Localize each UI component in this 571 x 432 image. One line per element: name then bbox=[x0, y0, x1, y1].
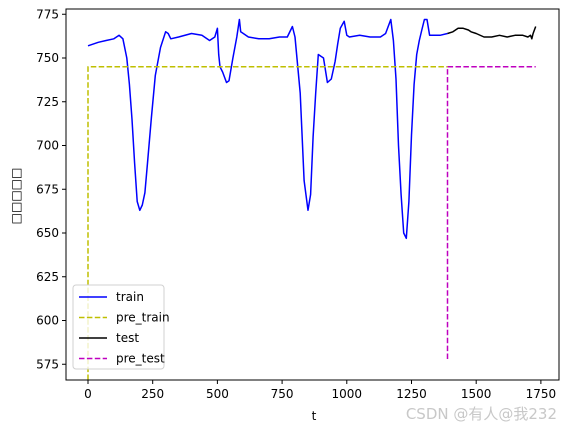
y-tick-label: 675 bbox=[36, 182, 59, 196]
legend-label-pre-train: pre_train bbox=[116, 311, 170, 325]
y-tick-label: 750 bbox=[36, 51, 59, 65]
series-line-test bbox=[447, 26, 537, 40]
x-tick-label: 250 bbox=[141, 387, 164, 401]
y-tick-label: 775 bbox=[36, 7, 59, 21]
legend-label-train: train bbox=[116, 290, 144, 304]
y-axis-label: □□□□□ bbox=[9, 168, 23, 225]
legend-label-test: test bbox=[116, 331, 139, 345]
y-tick-label: 600 bbox=[36, 314, 59, 328]
x-tick-label: 1750 bbox=[526, 387, 557, 401]
x-tick-label: 1250 bbox=[396, 387, 427, 401]
axes-layer: 0 250 500 750 1000 1250 1500 1750 575 600 625 650 67… bbox=[36, 7, 560, 401]
y-tick-label: 700 bbox=[36, 139, 59, 153]
plot-frame bbox=[65, 8, 560, 381]
y-tick-label: 650 bbox=[36, 226, 59, 240]
x-tick-label: 750 bbox=[271, 387, 294, 401]
x-tick-label: 1000 bbox=[332, 387, 363, 401]
legend-box bbox=[72, 284, 165, 370]
x-tick-label: 500 bbox=[206, 387, 229, 401]
y-tick-label: 725 bbox=[36, 95, 59, 109]
x-axis-label: t bbox=[312, 409, 317, 423]
series-line-train bbox=[87, 18, 448, 240]
y-tick-label: 625 bbox=[36, 270, 59, 284]
series-line-pre-test bbox=[446, 66, 536, 359]
series-line-pre-train bbox=[87, 66, 448, 380]
series-layer bbox=[87, 18, 537, 380]
y-tick-label: 575 bbox=[36, 357, 59, 371]
x-tick-label: 0 bbox=[84, 387, 92, 401]
x-tick-label: 1500 bbox=[461, 387, 492, 401]
legend-label-pre-test: pre_test bbox=[116, 352, 165, 366]
watermark-text: CSDN @有人@我232 bbox=[405, 405, 557, 423]
